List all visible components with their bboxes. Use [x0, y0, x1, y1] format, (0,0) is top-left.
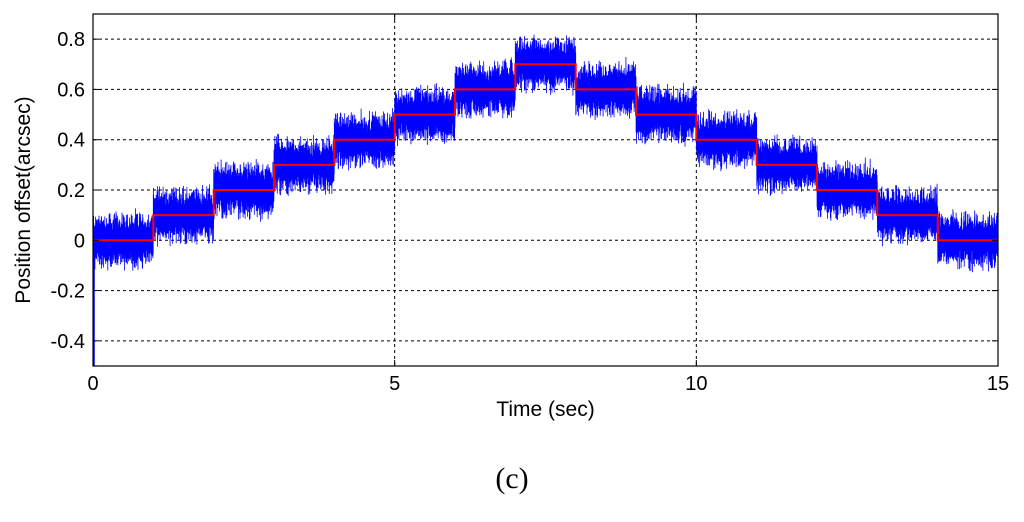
axis-ticks: -0.4 -0.2 0 0.2 0.4 0.6 0.8 0 5 10 15	[51, 14, 1009, 395]
y-tick-label: 0.4	[57, 130, 85, 152]
noise-trace	[92, 34, 999, 273]
y-tick-label: 0.2	[57, 180, 85, 202]
noisy-position-series	[92, 34, 999, 366]
y-tick-label: -0.2	[51, 281, 85, 303]
y-tick-label: 0.6	[57, 79, 85, 101]
x-tick-label: 10	[685, 373, 707, 395]
step-reference-series	[92, 63, 999, 242]
y-tick-label: -0.4	[51, 331, 85, 353]
x-tick-label: 0	[87, 373, 98, 395]
plot-series	[92, 34, 999, 366]
y-tick-label: 0.8	[57, 29, 85, 51]
x-tick-label: 5	[389, 373, 400, 395]
x-axis-label: Time (sec)	[496, 398, 594, 421]
y-tick-label: 0	[74, 230, 85, 252]
x-tick-label: 15	[987, 373, 1009, 395]
figure-caption: (c)	[495, 462, 529, 495]
y-axis-label: Position offset(arcsec)	[12, 96, 35, 303]
step-line	[93, 63, 998, 242]
